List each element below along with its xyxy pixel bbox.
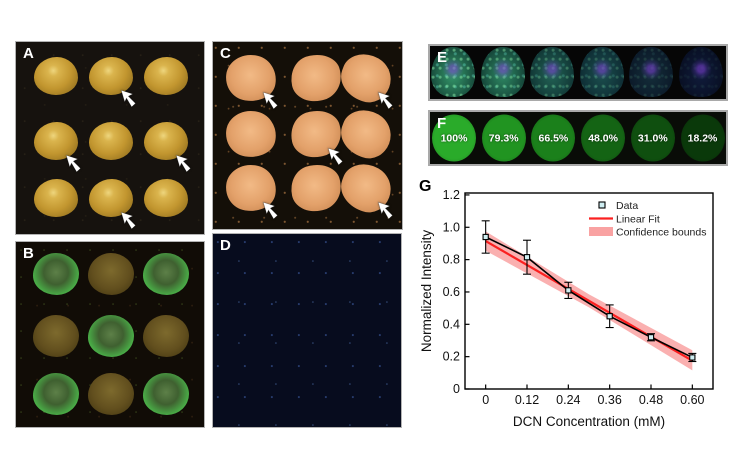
arrow-marker-icon [64,153,86,175]
panel-f: F 100% 79.3% 66.5% 48.0% 31.0% 18.2% [428,110,728,166]
uvbean-sample [33,253,79,295]
panel-f-label: F [437,115,447,132]
capsule [679,47,723,97]
arrow-marker-icon [261,200,283,222]
panel-g: G 0 0.12 0.24 0.36 0.48 0.60 0 0.2 0.4 0.6 0.8 1.0 1… [417,175,745,450]
panel-d-label: D [220,237,232,254]
y-tick-label: 0.2 [443,350,460,364]
bean-sample [34,179,78,217]
percentage-disc: 100% [432,114,476,162]
uvbean-sample [33,315,79,357]
uvbean-sample [143,373,189,415]
panel-c: C [212,41,403,230]
percentage-value: 66.5% [538,132,569,144]
panel-e-label: E [437,49,448,66]
panel-e: E [428,44,728,101]
uvbean-sample [88,315,134,357]
uvbean-sample [143,253,189,295]
x-tick-label: 0 [482,393,489,407]
bean-sample [144,57,188,95]
capsule [629,47,674,97]
y-tick-label: 0 [453,382,460,396]
y-axis-label: Normalized Intensity [419,230,434,353]
data-marker [565,287,572,294]
y-tick-label: 0.6 [443,285,460,299]
capsule [530,47,575,97]
bean-sample [34,57,78,95]
data-marker [647,334,655,341]
bean-sample [89,57,133,95]
percentage-value: 100% [440,132,468,144]
uvbean-sample [33,373,79,415]
percentage-disc: 79.3% [481,114,526,162]
arrow-marker-icon [119,210,141,232]
capsule [579,47,624,97]
pile-sample [223,107,279,161]
x-tick-label: 0.24 [556,393,580,407]
percentage-disc: 18.2% [680,114,725,162]
panel-b-label: B [23,245,35,262]
x-tick-label: 0.12 [515,393,539,407]
plot-frame [464,192,714,390]
percentage-disc: 66.5% [531,114,576,162]
y-tick-label: 1.0 [443,220,460,234]
arrow-marker-icon [261,90,283,112]
legend-marker [598,201,606,209]
x-axis-label: DCN Concentration (mM) [513,414,665,429]
arrow-marker-icon [376,200,398,222]
x-tick-label: 0.48 [639,393,663,407]
x-tick-label: 0.60 [680,393,704,407]
bean-sample [34,122,78,160]
arrow-marker-icon [376,90,398,112]
data-line [485,236,693,359]
data-marker [482,233,489,241]
bean-sample [144,179,188,217]
panel-g-label: G [419,178,432,195]
uvbean-sample [88,253,134,295]
percentage-disc: 48.0% [581,114,626,162]
uvbean-sample [143,315,189,357]
legend-label: Linear Fit [616,214,660,226]
panel-b: B [15,241,205,428]
y-tick-label: 0.8 [443,253,460,267]
legend-band-sample [589,227,613,236]
intensity-chart: 0 0.12 0.24 0.36 0.48 0.60 0 0.2 0.4 0.6 0.8 1.0 1.2… [417,175,745,450]
legend-label: Confidence bounds [616,227,707,239]
pile-sample [286,160,346,216]
uvbean-sample [88,373,134,415]
arrow-marker-icon [326,146,348,168]
y-tick-label: 0.4 [443,317,460,331]
arrow-marker-icon [174,153,196,175]
capsule [480,47,525,97]
panel-a: A [15,41,205,235]
legend-label: Data [616,200,638,212]
data-marker [523,254,531,261]
data-marker [606,313,613,320]
arrow-marker-icon [119,88,141,110]
bean-sample [89,179,133,217]
data-marker [689,354,696,361]
percentage-value: 48.0% [588,132,618,144]
percentage-disc: 31.0% [630,114,675,162]
percentage-value: 31.0% [637,132,668,144]
y-tick-label: 1.2 [443,188,460,202]
bean-sample [89,122,133,160]
capsule [431,47,475,97]
panel-a-label: A [23,45,35,62]
chart-svg: 0 0.12 0.24 0.36 0.48 0.60 0 0.2 0.4 0.6 0.8 1.0 1.2… [419,188,714,429]
pile-sample [286,50,346,106]
percentage-value: 18.2% [687,132,718,144]
panel-c-label: C [220,45,232,62]
x-tick-label: 0.36 [597,393,621,407]
percentage-value: 79.3% [488,132,519,144]
bean-sample [144,122,188,160]
panel-d: D [212,233,402,428]
